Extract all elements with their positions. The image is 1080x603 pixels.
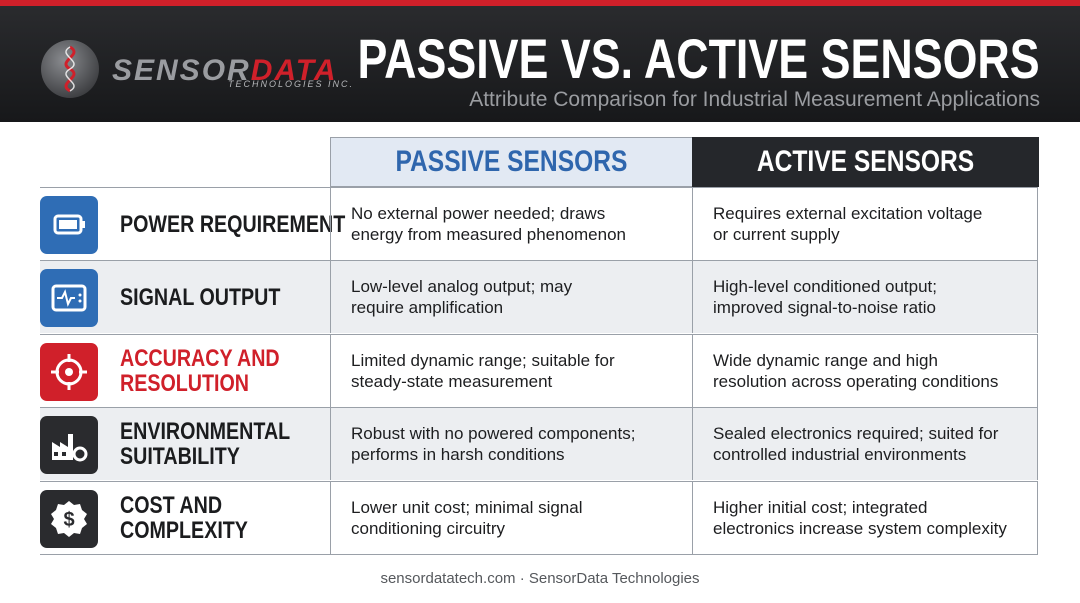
- text-line: RESOLUTION: [120, 369, 250, 397]
- text-line: SUITABILITY: [120, 443, 240, 471]
- active-cell: Higher initial cost; integrated electroni…: [692, 481, 1038, 554]
- row-icon: [40, 342, 98, 401]
- icon-graphic: $: [51, 500, 87, 537]
- icon-graphic: [53, 214, 85, 235]
- table-row: POWER REQUIREMENT No external power neede…: [40, 187, 1038, 260]
- passive-cell: Lower unit cost; minimal signal condition…: [330, 481, 692, 554]
- text-line: Low-level analog output; may: [351, 277, 573, 297]
- column-header-text: PASSIVE SENSORS: [395, 145, 628, 178]
- logo-name: SENSORDATA: [112, 54, 338, 88]
- subtitle: Attribute Comparison for Industrial Meas…: [469, 88, 1040, 111]
- footer: sensordatatech.com · SensorData Technolo…: [380, 570, 700, 587]
- text-line: improved signal-to-noise ratio: [713, 298, 936, 318]
- logo-tagline: TECHNOLOGIES INC.: [228, 79, 355, 89]
- row-icon: [40, 269, 98, 328]
- text-line: High-level conditioned output;: [713, 277, 937, 297]
- row-icon: $: [40, 489, 98, 548]
- row-label: ENVIRONMENTAL SUITABILITY: [120, 408, 290, 480]
- logo-icon: [41, 40, 99, 98]
- text-line: conditioning circuitry: [351, 518, 506, 538]
- active-cell: Requires external excitation voltage or c…: [692, 188, 1038, 260]
- column-header-text: ACTIVE SENSORS: [756, 145, 975, 178]
- logo-name-part: SENSOR: [112, 54, 251, 87]
- text-line: POWER REQUIREMENT: [120, 210, 346, 238]
- text-line: require amplification: [351, 298, 504, 318]
- text-line: COMPLEXITY: [120, 516, 248, 544]
- table-row: ACCURACY AND RESOLUTION Limited dynamic ra…: [40, 333, 1038, 407]
- icon-graphic: [51, 284, 87, 312]
- text-line: Sealed electronics required; suited for: [713, 424, 999, 444]
- row-label: POWER REQUIREMENT: [120, 188, 345, 260]
- text-line: performs in harsh conditions: [351, 445, 565, 465]
- row-label: SIGNAL OUTPUT: [120, 261, 280, 333]
- column-header: ACTIVE SENSORS: [692, 137, 1039, 187]
- active-cell: Sealed electronics required; suited for c…: [692, 408, 1038, 481]
- active-cell: High-level conditioned output; improved s…: [692, 261, 1038, 334]
- title: PASSIVE VS. ACTIVE SENSORS: [357, 27, 1040, 90]
- text-line: electronics increase system complexity: [713, 518, 1007, 538]
- text-line: Limited dynamic range; suitable for: [351, 350, 615, 370]
- logo-name-part: DATA: [250, 54, 338, 87]
- top-bar: [0, 0, 1080, 6]
- table-row: ENVIRONMENTAL SUITABILITY Robust with no p…: [40, 407, 1038, 481]
- text-line: steady-state measurement: [351, 371, 553, 391]
- text-line: energy from measured phenomenon: [351, 225, 626, 244]
- row-label: COST AND COMPLEXITY: [120, 482, 248, 554]
- icon-graphic: [51, 353, 87, 390]
- active-cell: Wide dynamic range and high resolution ac…: [692, 334, 1038, 407]
- table-row: $ COST AND COMPLEXITY Lower unit cost; mini…: [40, 480, 1038, 555]
- column-header: PASSIVE SENSORS: [330, 137, 693, 187]
- row-icon: [40, 416, 98, 475]
- passive-cell: Limited dynamic range; suitable for stead…: [330, 334, 692, 407]
- text-line: Requires external excitation voltage: [713, 204, 983, 223]
- text-line: ACCURACY AND: [120, 344, 280, 372]
- icon-graphic: [52, 434, 88, 462]
- text-line: ENVIRONMENTAL: [120, 418, 291, 446]
- text-line: Robust with no powered components;: [351, 424, 636, 444]
- row-label: ACCURACY AND RESOLUTION: [120, 335, 280, 407]
- passive-cell: Low-level analog output; may require ampl…: [330, 261, 692, 334]
- header: SENSORDATA TECHNOLOGIES INC. PASSIVE VS.…: [0, 6, 1080, 122]
- text-line: COST AND: [120, 491, 223, 519]
- row-icon: [40, 196, 98, 254]
- passive-cell: Robust with no powered components; perfor…: [330, 408, 692, 481]
- text-line: Wide dynamic range and high: [713, 350, 938, 370]
- text-line: controlled industrial environments: [713, 445, 967, 465]
- text-line: No external power needed; draws: [351, 204, 606, 223]
- text-line: SIGNAL OUTPUT: [120, 283, 281, 311]
- text-line: or current supply: [713, 225, 840, 244]
- text-line: resolution across operating conditions: [713, 371, 999, 391]
- svg-text:$: $: [63, 509, 74, 531]
- table-row: SIGNAL OUTPUT Low-level analog output; ma…: [40, 260, 1038, 334]
- text-line: Lower unit cost; minimal signal: [351, 497, 583, 517]
- passive-cell: No external power needed; draws energy fr…: [330, 188, 692, 260]
- text-line: Higher initial cost; integrated: [713, 497, 928, 517]
